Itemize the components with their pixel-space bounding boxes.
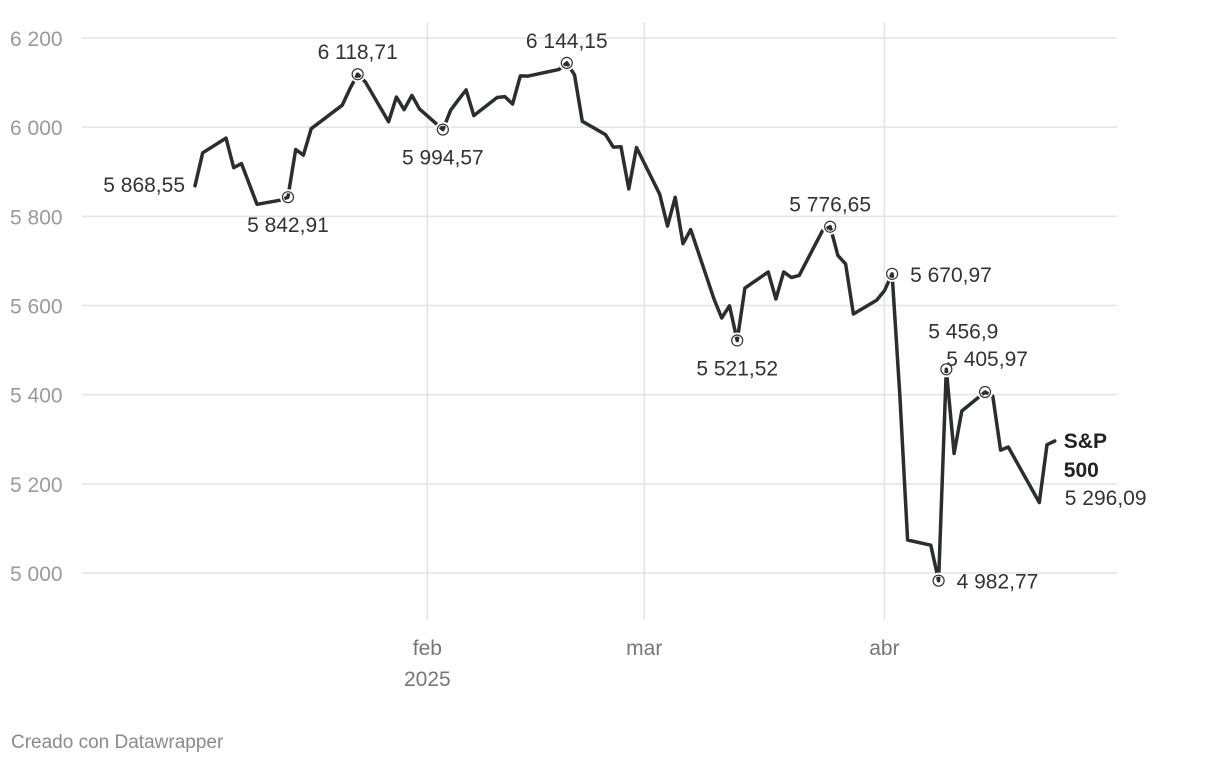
annotation-label: 5 456,9 — [928, 320, 998, 343]
y-tick-label: 5 000 — [10, 563, 63, 586]
annotation-marker — [886, 267, 899, 280]
y-tick-label: 5 200 — [10, 474, 63, 497]
annotation-marker — [731, 334, 744, 347]
y-tick-label: 5 400 — [10, 385, 63, 408]
series-name-label: 500 — [1064, 459, 1099, 482]
annotation-markers — [279, 54, 994, 589]
annotation-marker — [940, 363, 953, 376]
annotation-marker — [436, 123, 449, 136]
y-tick-label: 5 800 — [10, 206, 63, 229]
annotation-label: 6 144,15 — [526, 30, 608, 53]
x-tick-label: abr — [869, 637, 899, 660]
annotation-labels: 5 868,55 5 842,91 6 118,71 5 994,57 6 144,15… — [103, 30, 1038, 594]
series-layer — [193, 61, 1057, 583]
y-tick-label: 6 200 — [10, 28, 63, 51]
annotation-marker — [560, 56, 573, 69]
series-line-sp500 — [193, 61, 1057, 583]
series-name-label: S&P — [1064, 430, 1107, 453]
y-gridlines — [82, 37, 1117, 574]
annotation-label: 6 118,71 — [318, 41, 398, 64]
annotation-label: 4 982,77 — [957, 571, 1039, 594]
annotation-label: 5 521,52 — [696, 357, 778, 380]
y-tick-label: 6 000 — [10, 117, 63, 140]
annotation-label: 5 776,65 — [789, 194, 871, 217]
annotation-marker — [824, 220, 837, 233]
x-tick-label: feb — [413, 637, 442, 660]
annotation-label: 5 842,91 — [247, 214, 329, 237]
annotation-marker — [281, 191, 295, 204]
annotation-label: 5 670,97 — [910, 264, 992, 287]
annotation-label: 5 994,57 — [402, 147, 484, 170]
line-chart: 5 000 5 200 5 400 5 600 5 800 6 000 6 200 feb 2… — [10, 22, 1147, 691]
x-axis-labels: feb 2025 mar abr — [404, 637, 900, 691]
annotation-marker — [351, 68, 364, 81]
x-tick-label: mar — [626, 637, 662, 660]
annotation-marker — [932, 574, 945, 587]
series-end-label: S&P 500 5 296,09 — [1064, 430, 1147, 510]
x-tick-sublabel: 2025 — [404, 668, 451, 691]
annotation-marker — [978, 385, 992, 399]
y-axis-labels: 5 000 5 200 5 400 5 600 5 800 6 000 6 200 — [10, 28, 63, 586]
annotation-label: 5 868,55 — [103, 174, 185, 197]
x-gridlines — [426, 22, 886, 620]
footer-credit: Creado con Datawrapper — [11, 732, 224, 753]
annotation-label: 5 405,97 — [946, 348, 1028, 371]
y-tick-label: 5 600 — [10, 296, 63, 319]
series-last-value: 5 296,09 — [1065, 487, 1147, 510]
